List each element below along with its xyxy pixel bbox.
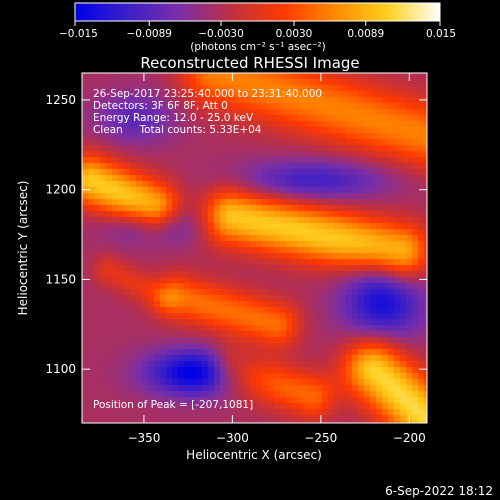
x-tick-label: −300 (216, 431, 249, 445)
x-tick-label: −200 (393, 431, 426, 445)
peak-position-label: Position of Peak = [-207,1081] (93, 399, 253, 411)
colorbar-unit-label: (photons cm⁻² s⁻¹ asec⁻²) (190, 41, 325, 53)
colorbar (74, 2, 441, 22)
x-axis-ticks: −350 −300 −250 −200 (127, 73, 426, 445)
colorbar-ticks: −0.015 −0.0089 −0.0030 0.0030 0.0089 0.015 (59, 21, 456, 40)
plot-frame (81, 72, 428, 424)
colorbar-tick-label: 0.015 (426, 28, 456, 40)
y-axis-label: Heliocentric Y (arcsec) (16, 181, 30, 316)
info-line-energy: Energy Range: 12.0 - 25.0 keV (93, 112, 254, 124)
chart-title: Reconstructed RHESSI Image (140, 54, 359, 72)
y-axis-ticks: 1100 1150 1200 1250 (45, 93, 427, 376)
y-tick-label: 1100 (45, 362, 76, 376)
colorbar-tick-label: −0.0089 (126, 28, 172, 40)
x-tick-label: −350 (127, 431, 160, 445)
colorbar-tick-label: 0.0030 (276, 28, 313, 40)
colorbar-tick-label: −0.015 (59, 28, 98, 40)
y-tick-label: 1200 (45, 183, 76, 197)
info-line-counts: Clean Total counts: 5.33E+04 (93, 124, 262, 136)
info-line-time: 26-Sep-2017 23:25:40.000 to 23:31:40.000 (93, 88, 322, 100)
colorbar-tick-label: −0.0030 (198, 28, 244, 40)
info-line-detectors: Detectors: 3F 6F 8F, Att 0 (93, 100, 228, 112)
x-tick-label: −250 (304, 431, 337, 445)
colorbar-tick-label: 0.0089 (347, 28, 384, 40)
footer-date: 6-Sep-2022 18:12 (385, 484, 493, 498)
y-tick-label: 1250 (45, 93, 76, 107)
y-tick-label: 1150 (45, 272, 76, 286)
x-axis-label: Heliocentric X (arcsec) (186, 448, 322, 462)
